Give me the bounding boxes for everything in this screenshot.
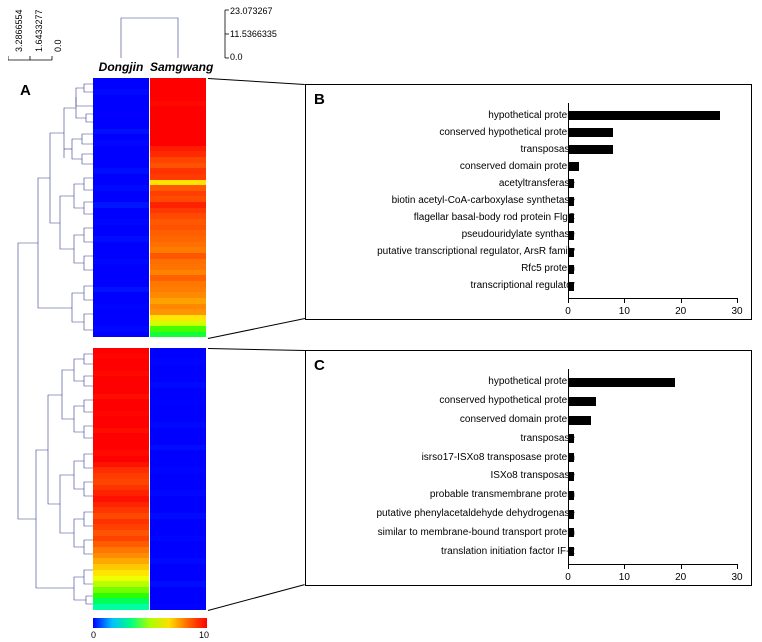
axis-tick-label: 0: [565, 306, 571, 317]
bar-label: acetyltransferase: [499, 178, 575, 189]
row-dendrogram: [8, 78, 93, 610]
bar-rect: [568, 128, 613, 137]
bar-rect: [568, 145, 613, 154]
col-dendro-tick: 23.073267: [230, 6, 273, 16]
bar-label: transposase: [521, 433, 575, 444]
heatmap-col1-block2: [93, 348, 149, 610]
axis-tick-label: 30: [731, 306, 742, 317]
bar-rect: [568, 397, 596, 406]
bar-label: hypothetical protein: [488, 110, 575, 121]
heatmap-col2-block2: [150, 348, 206, 610]
axis-tick-label: 30: [731, 572, 742, 583]
axis-tick-label: 10: [619, 306, 630, 317]
axis-tick-label: 20: [675, 306, 686, 317]
colorbar: [93, 618, 207, 628]
heatmap-col1-block1: [93, 78, 149, 338]
panel-B-barplot: B hypothetical protein conserved hypothet…: [305, 84, 752, 320]
colorbar-tick: 0: [91, 630, 96, 640]
col-dendro-tick: 11.5366335: [230, 29, 277, 39]
bar-label: conserved domain protein: [460, 414, 575, 425]
row-dendro-scale-axis: [8, 54, 58, 66]
col-dendro-tick: 0.0: [230, 52, 243, 62]
bar-label: hypothetical protein: [488, 376, 575, 387]
bar-rect: [568, 111, 720, 120]
col-dendro-scale-axis: [220, 6, 230, 60]
bar-rect: [568, 378, 675, 387]
col-dendrogram: [93, 10, 207, 60]
bar-label: isrso17-ISXo8 transposase protein: [422, 452, 575, 463]
bar-label: pseudouridylate synthase: [462, 229, 575, 240]
bar-label: conserved domain protein: [460, 161, 575, 172]
bar-label: Rfc5 protein: [521, 263, 575, 274]
row-dendro-tick: 0.0: [53, 39, 63, 52]
bar-label: transcriptional regulator: [471, 280, 576, 291]
bar-rect: [568, 162, 579, 171]
bar-label: putative transcriptional regulator, ArsR…: [377, 246, 575, 257]
bar-label: flagellar basal-body rod protein FlgC: [414, 212, 575, 223]
axis-tick-label: 0: [565, 572, 571, 583]
bar-label: conserved hypothetical protein: [439, 395, 575, 406]
row-dendro-tick: 3.2866554: [14, 9, 24, 52]
heatmap-col2-block1: [150, 78, 206, 338]
colorbar-tick: 10: [199, 630, 209, 640]
bar-label: transposase: [521, 144, 575, 155]
col-header-2: Samgwang: [150, 60, 206, 74]
bar-label: biotin acetyl-CoA-carboxylase synthetase: [392, 195, 575, 206]
axis-tick-label: 10: [619, 572, 630, 583]
col-header-1: Dongjin: [93, 60, 149, 74]
panel-label-B: B: [314, 91, 325, 108]
panel-C-barplot: C hypothetical protein conserved hypothet…: [305, 350, 752, 586]
panel-label-C: C: [314, 357, 325, 374]
bar-label: translation initiation factor IF-2: [441, 546, 575, 557]
bar-label: putative phenylacetaldehyde dehydrogenas…: [377, 508, 576, 519]
bar-label: probable transmembrane protein: [430, 489, 575, 500]
axis-tick-label: 20: [675, 572, 686, 583]
bar-label: conserved hypothetical protein: [439, 127, 575, 138]
bar-label: ISXo8 transposase: [491, 470, 576, 481]
bar-rect: [568, 416, 591, 425]
row-dendro-tick: 1.6433277: [34, 9, 44, 52]
bar-label: similar to membrane-bound transport prot…: [378, 527, 575, 538]
